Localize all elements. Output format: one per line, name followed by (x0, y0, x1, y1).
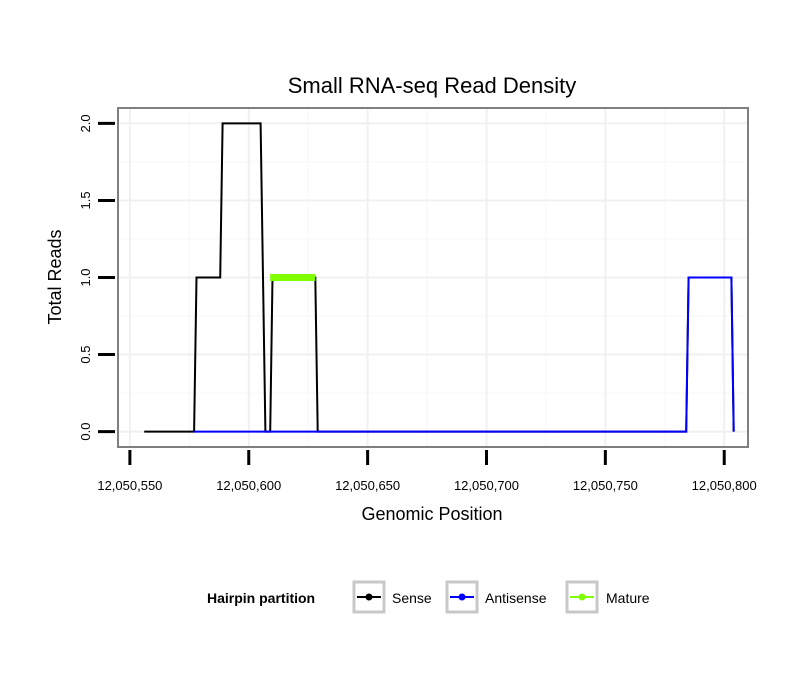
x-tick-label: 12,050,600 (216, 478, 281, 493)
legend-dot-sense (365, 593, 373, 601)
x-axis: 12,050,550 12,050,600 12,050,650 12,050,700… (97, 450, 757, 493)
x-tick-label: 12,050,700 (454, 478, 519, 493)
y-axis-title: Total Reads (45, 229, 65, 324)
legend-dot-mature (578, 593, 586, 601)
minor-grid (119, 109, 747, 446)
x-tick-label: 12,050,550 (97, 478, 162, 493)
legend-dot-antisense (458, 593, 466, 601)
x-tick-label: 12,050,650 (335, 478, 400, 493)
legend-label-sense: Sense (392, 590, 432, 606)
legend-item-sense: Sense (352, 580, 432, 614)
series-layer (144, 122, 735, 433)
series-line-antisense (194, 276, 735, 433)
y-tick-label: 1.5 (78, 191, 93, 209)
legend-label-mature: Mature (606, 590, 650, 606)
y-tick-label: 2.0 (78, 114, 93, 132)
legend-label-antisense: Antisense (485, 590, 547, 606)
x-axis-title: Genomic Position (361, 504, 502, 524)
legend-item-mature: Mature (565, 580, 650, 614)
x-tick-label: 12,050,750 (573, 478, 638, 493)
y-axis: 0.0 0.5 1.0 1.5 2.0 (78, 114, 115, 441)
y-tick-label: 1.0 (78, 268, 93, 286)
legend-item-antisense: Antisense (445, 580, 547, 614)
legend-title: Hairpin partition (207, 590, 315, 606)
chart-title: Small RNA-seq Read Density (288, 73, 577, 98)
y-tick-label: 0.5 (78, 346, 93, 364)
x-tick-label: 12,050,800 (692, 478, 757, 493)
y-tick-label: 0.0 (78, 423, 93, 441)
legend: Hairpin partition Sense Antisense Mature (207, 580, 650, 614)
